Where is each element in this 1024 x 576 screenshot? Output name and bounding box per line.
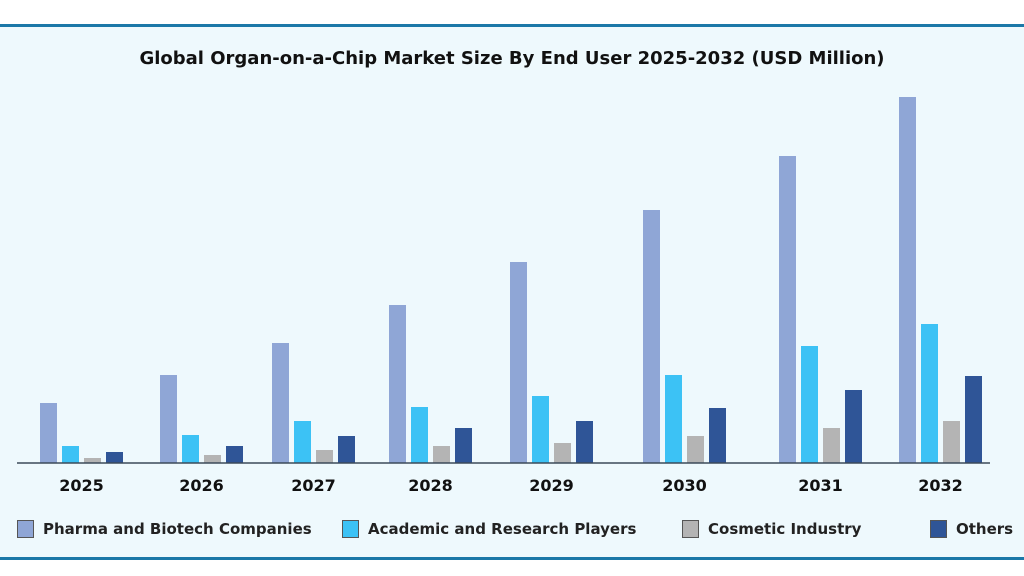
- x-tick-label: 2032: [918, 476, 963, 495]
- x-tick-label: 2028: [408, 476, 453, 495]
- bar-2030-3: [709, 408, 726, 463]
- legend-swatch: [342, 520, 359, 538]
- x-tick-label: 2029: [529, 476, 574, 495]
- legend-item-cosmetic: Cosmetic Industry: [682, 520, 861, 538]
- bar-2031-3: [845, 390, 862, 463]
- legend-swatch: [930, 520, 947, 538]
- bar-2025-1: [62, 446, 79, 463]
- x-tick-label: 2027: [291, 476, 336, 495]
- bar-2030-0: [643, 210, 660, 463]
- bar-2031-0: [779, 156, 796, 463]
- x-tick-label: 2026: [179, 476, 224, 495]
- bar-2031-1: [801, 346, 818, 463]
- bar-2026-1: [182, 435, 199, 463]
- legend-label: Academic and Research Players: [368, 520, 637, 538]
- bar-2032-0: [899, 97, 916, 463]
- bar-2025-3: [106, 452, 123, 463]
- bar-2030-1: [665, 375, 682, 463]
- bar-2026-2: [204, 455, 221, 463]
- bar-2028-3: [455, 428, 472, 463]
- bar-2027-0: [272, 343, 289, 463]
- bar-2030-2: [687, 436, 704, 463]
- bar-2028-1: [411, 407, 428, 463]
- bar-2025-0: [40, 403, 57, 463]
- bar-2026-3: [226, 446, 243, 463]
- legend-label: Pharma and Biotech Companies: [43, 520, 312, 538]
- bar-2032-1: [921, 324, 938, 463]
- bar-2031-2: [823, 428, 840, 463]
- legend-item-academic: Academic and Research Players: [342, 520, 636, 538]
- legend-label: Cosmetic Industry: [708, 520, 862, 538]
- bar-2029-2: [554, 443, 571, 463]
- x-tick-label: 2025: [59, 476, 104, 495]
- x-tick-label: 2030: [662, 476, 707, 495]
- bar-2026-0: [160, 375, 177, 463]
- legend-label: Others: [956, 520, 1014, 538]
- bar-2027-3: [338, 436, 355, 463]
- bar-2029-1: [532, 396, 549, 463]
- legend-item-others: Others: [930, 520, 1013, 538]
- legend: Pharma and Biotech Companies Academic an…: [0, 520, 1024, 544]
- bar-2029-3: [576, 421, 593, 463]
- legend-item-pharma: Pharma and Biotech Companies: [17, 520, 312, 538]
- bar-2028-2: [433, 446, 450, 463]
- bar-2028-0: [389, 305, 406, 463]
- legend-swatch: [682, 520, 699, 538]
- legend-swatch: [17, 520, 34, 538]
- bar-2025-2: [84, 458, 101, 463]
- chart-title: Global Organ-on-a-Chip Market Size By En…: [139, 48, 885, 69]
- bar-2027-2: [316, 450, 333, 463]
- bar-2032-2: [943, 421, 960, 463]
- x-tick-label: 2031: [798, 476, 843, 495]
- bar-2029-0: [510, 262, 527, 463]
- bar-2027-1: [294, 421, 311, 463]
- bar-2032-3: [965, 376, 982, 463]
